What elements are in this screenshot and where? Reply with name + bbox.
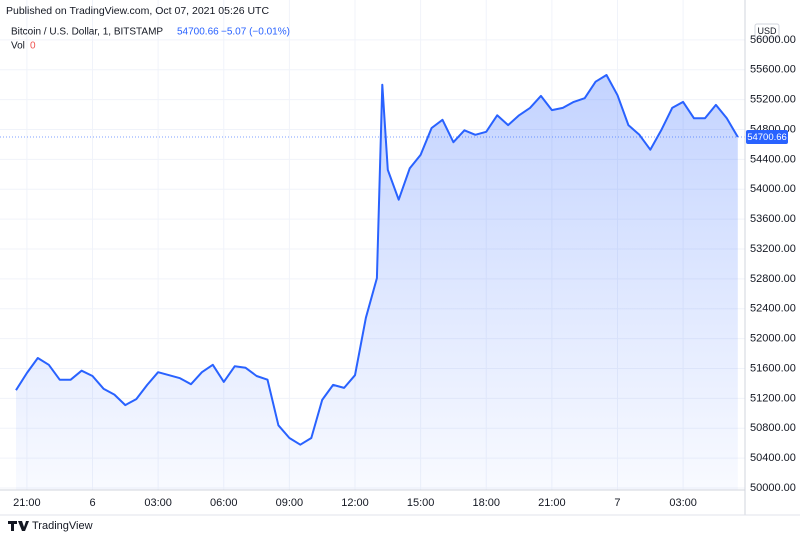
volume-value: 0 [30,41,36,52]
x-tick-label: 18:00 [472,497,500,509]
x-tick-label: 6 [89,497,95,509]
legend-price: 54700.66 [177,27,219,38]
y-tick-label: 55600.00 [750,64,796,76]
x-tick-label: 03:00 [144,497,172,509]
x-tick-label: 03:00 [669,497,697,509]
x-tick-label: 7 [614,497,620,509]
y-tick-label: 52000.00 [750,333,796,345]
currency: USD [757,26,777,36]
last-price-label: 54700.66 [747,132,787,143]
currency-box [754,23,780,39]
y-tick-label: 52400.00 [750,303,796,315]
brand: TradingView [32,520,93,532]
y-tick-label: 54400.00 [750,153,796,165]
plot [0,74,745,490]
y-tick-label: 50800.00 [750,422,796,434]
x-tick-label: 15:00 [407,497,435,509]
y-tick-label: 55200.00 [750,94,796,106]
y-tick-label: 53600.00 [750,213,796,225]
x-tick-label: 12:00 [341,497,369,509]
legend-change: −5.07 (−0.01%) [221,27,290,38]
brand-logo [8,521,29,531]
x-tick-label: 21:00 [538,497,566,509]
symbol: Bitcoin / U.S. Dollar, 1, BITSTAMP [11,27,163,38]
y-tick-label: 53200.00 [750,243,796,255]
published: Published on TradingView.com, Oct 07, 20… [6,5,269,17]
area-fill [16,75,738,490]
y-tick-label: 50400.00 [750,452,796,464]
y-tick-label: 54000.00 [750,183,796,195]
volume-label: Vol [11,41,25,52]
price-line [15,74,739,446]
last-price-box [746,129,788,144]
x-tick-label: 06:00 [210,497,238,509]
x-tick-label: 09:00 [276,497,304,509]
y-tick-label: 51200.00 [750,392,796,404]
y-tick-label: 52800.00 [750,273,796,285]
x-tick-label: 21:00 [13,497,41,509]
y-tick-label: 56000.00 [750,34,796,46]
y-tick-label: 50000.00 [750,482,796,494]
y-tick-label: 51600.00 [750,362,796,374]
